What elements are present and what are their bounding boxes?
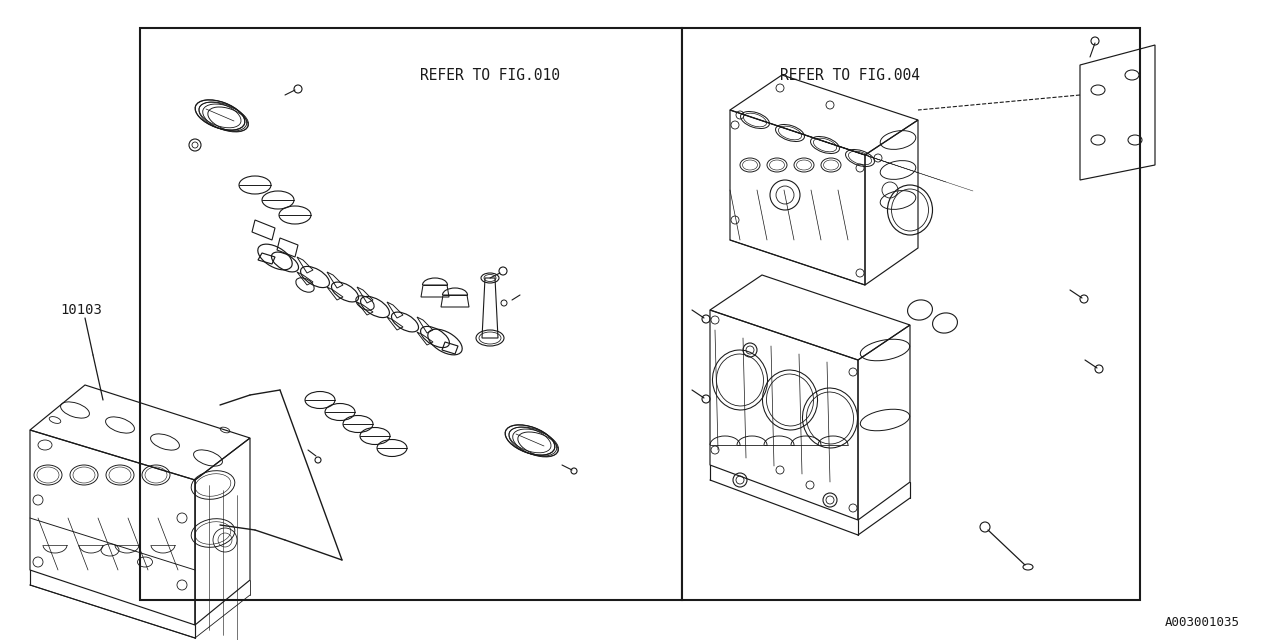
Text: A003001035: A003001035 [1165, 616, 1240, 628]
Text: 10103: 10103 [60, 303, 102, 317]
Text: REFER TO FIG.010: REFER TO FIG.010 [420, 67, 561, 83]
Bar [140, 28, 682, 600]
Bar [682, 28, 1140, 600]
Text: REFER TO FIG.004: REFER TO FIG.004 [780, 67, 920, 83]
